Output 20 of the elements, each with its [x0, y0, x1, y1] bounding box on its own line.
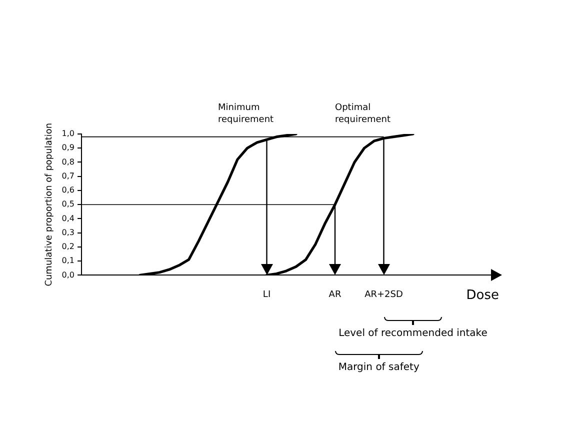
x-tick-label: AR+2SD — [364, 290, 403, 300]
y-tick-label: 0,9 — [62, 143, 75, 152]
y-tick-label: 0,7 — [62, 171, 75, 180]
series-label: Minimum requirement — [218, 103, 274, 125]
y-tick-label: 0,8 — [62, 157, 75, 166]
y-tick-label: 0,1 — [62, 256, 75, 266]
y-tick-label: 0,2 — [62, 242, 75, 252]
y-tick-label: 0,5 — [62, 200, 75, 209]
x-tick-label: LI — [262, 290, 271, 300]
x-tick-label: AR — [328, 290, 342, 300]
y-axis-title: Cumulative proportion of population — [44, 122, 55, 286]
series-label: Optimal requirement — [335, 103, 392, 125]
y-tick-label: 0,6 — [62, 186, 75, 195]
text: Margin of safety — [337, 362, 420, 374]
y-tick-label: 1,0 — [62, 129, 75, 138]
text: Level of recommended intake — [338, 328, 488, 340]
y-tick-label: 0,3 — [62, 228, 75, 237]
y-tick-label: 0,4 — [62, 214, 75, 223]
y-tick-label: 0,0 — [62, 270, 75, 280]
x-axis-title: Dose — [466, 288, 499, 304]
